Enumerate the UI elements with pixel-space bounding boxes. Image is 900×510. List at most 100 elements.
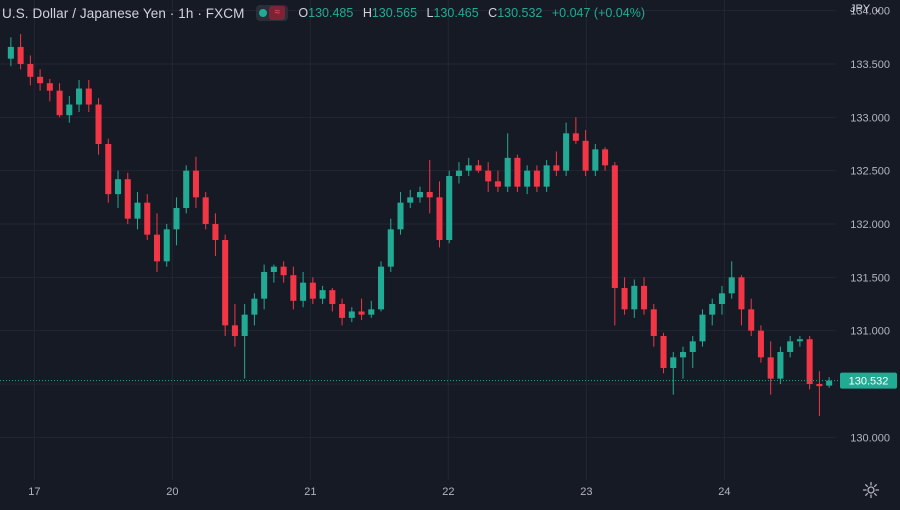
candle-body [446, 176, 453, 240]
candle [329, 288, 336, 312]
candle [631, 279, 638, 318]
candle-body [309, 282, 316, 299]
candle-body [173, 208, 180, 230]
candle [183, 165, 190, 214]
candle-body [641, 285, 648, 310]
price-tick-label: 134.000 [850, 6, 890, 18]
candle-body [826, 380, 833, 386]
wave-icon[interactable]: ≈ [269, 6, 286, 20]
candle [309, 277, 316, 304]
candle-body [465, 165, 472, 171]
candle-body [358, 311, 365, 315]
candle-body [153, 234, 161, 262]
candle-body [378, 266, 385, 310]
time-tick-label: 21 [304, 486, 316, 498]
candle [475, 160, 482, 173]
candle [553, 151, 560, 176]
candle [339, 298, 346, 326]
candle [816, 371, 823, 416]
candle-body [728, 277, 735, 294]
candle [222, 234, 229, 336]
candle-body [553, 165, 560, 171]
candle-body [543, 165, 550, 187]
candle [85, 80, 92, 112]
candle [748, 298, 755, 336]
candle [56, 83, 63, 118]
currency-label: JPY [850, 3, 870, 15]
candle-body [572, 133, 579, 141]
candle [504, 133, 511, 192]
candle [426, 160, 433, 214]
candle [514, 154, 521, 192]
candle-body [368, 309, 375, 315]
candle [446, 170, 453, 244]
currency-selector[interactable]: JPY ⌄ [850, 2, 882, 15]
candle-body [679, 352, 687, 358]
candle-body [748, 309, 755, 331]
visibility-toggle[interactable]: ≈ [256, 5, 289, 21]
candle-body [115, 179, 122, 195]
candle-body [134, 202, 141, 219]
candle [66, 96, 73, 123]
time-tick-label: 23 [580, 486, 592, 498]
candle [699, 309, 706, 347]
candle-body [261, 272, 268, 299]
candle [582, 130, 589, 176]
candle-body [563, 133, 570, 171]
candle-body [416, 192, 424, 198]
time-tick-label: 22 [442, 486, 454, 498]
candle [455, 162, 462, 184]
symbol-title[interactable]: U.S. Dollar / Japanese Yen · 1h · FXCM [2, 5, 245, 21]
candle-body [611, 165, 618, 288]
candle [641, 277, 648, 315]
candle [485, 162, 492, 192]
time-tick-label: 17 [28, 486, 40, 498]
candle-body [533, 170, 540, 187]
candle [358, 298, 365, 320]
candle-body [300, 282, 307, 301]
candle [251, 293, 258, 326]
open-value: 130.485 [308, 6, 354, 20]
price-tick-label: 130.000 [850, 432, 890, 444]
candle [728, 261, 735, 299]
candle [621, 277, 628, 315]
candle [95, 98, 102, 155]
ohlc-readout: O130.485 H130.565 L130.465 C130.532 +0.0… [298, 6, 645, 20]
candle-body [37, 76, 44, 84]
gear-icon[interactable] [862, 481, 880, 499]
candle [689, 336, 696, 368]
candle [300, 272, 307, 308]
candle [212, 213, 219, 256]
candle-body [514, 157, 521, 187]
candle [796, 336, 803, 347]
candle-body [426, 192, 433, 198]
candle-body [796, 339, 803, 342]
candle [17, 34, 24, 70]
candle-body [602, 149, 609, 166]
candle-body [105, 144, 112, 195]
candle [319, 285, 326, 304]
eye-dot-icon [259, 9, 268, 17]
candle-body [494, 181, 501, 187]
close-value: 130.532 [497, 6, 543, 20]
candle-body [56, 90, 63, 116]
candle [660, 332, 667, 374]
change-value: +0.047 (+0.04%) [551, 6, 645, 20]
candle [436, 181, 443, 248]
candle-body [7, 46, 14, 59]
candle-body [280, 266, 287, 276]
candle [192, 156, 199, 208]
candle [27, 55, 34, 86]
candle-body [251, 298, 258, 315]
price-tick-label: 133.000 [850, 112, 890, 124]
high-value: 130.565 [371, 6, 418, 20]
candle [37, 69, 44, 91]
candle [416, 186, 424, 203]
candle-body [436, 197, 443, 240]
candle [670, 352, 677, 395]
candle [718, 285, 725, 315]
candle-body [718, 293, 725, 304]
candle [163, 224, 170, 267]
candle-body [27, 64, 34, 77]
